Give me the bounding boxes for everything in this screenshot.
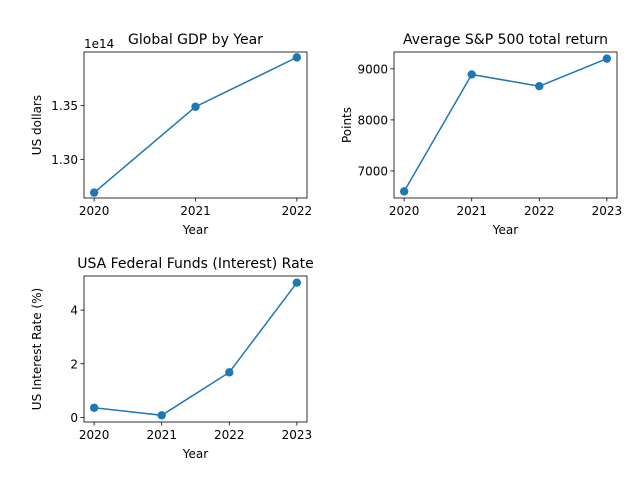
x-axis-label: Year — [492, 223, 518, 237]
y-tick-label: 4 — [70, 304, 78, 318]
x-tick-label: 2020 — [389, 204, 420, 218]
x-tick-label: 2020 — [79, 204, 110, 218]
y-axis-label: US dollars — [30, 95, 44, 155]
data-point — [191, 102, 200, 111]
plot-frame — [393, 51, 618, 199]
y-tick-label: 7000 — [357, 164, 388, 178]
y-axis-label: US Interest Rate (%) — [30, 288, 44, 410]
data-point — [89, 188, 99, 197]
series-line — [93, 56, 298, 194]
y-offset-text: 1e14 — [84, 37, 114, 51]
data-point — [89, 403, 99, 412]
y-axis-label: Points — [340, 107, 354, 143]
plot-frame — [83, 275, 308, 423]
series-line — [403, 57, 608, 192]
chart-panel-1: Global GDP by Year 2020 2021 2022 1.30 1.35 1e… — [30, 32, 312, 237]
y-tick-label: 8000 — [357, 113, 388, 127]
x-tick-label: 2021 — [180, 204, 211, 218]
chart-title: USA Federal Funds (Interest) Rate — [77, 256, 314, 272]
x-tick-label: 2021 — [456, 204, 487, 218]
y-tick-label: 1.35 — [51, 99, 78, 113]
x-tick-label: 2021 — [146, 428, 177, 442]
x-tick-label: 2022 — [524, 204, 555, 218]
data-point — [602, 54, 612, 63]
x-tick-label: 2022 — [282, 204, 313, 218]
chart-panel-2: Average S&P 500 total return 2020 2021 2022… — [340, 32, 622, 237]
y-tick-label: 9000 — [357, 62, 388, 76]
data-point — [225, 368, 234, 377]
y-tick-label: 0 — [70, 411, 78, 425]
data-point — [292, 278, 302, 287]
data-point — [467, 70, 476, 79]
x-tick-label: 2022 — [214, 428, 245, 442]
chart-title: Average S&P 500 total return — [403, 32, 608, 48]
chart-title: Global GDP by Year — [128, 32, 263, 48]
series-line — [94, 282, 298, 417]
data-point — [292, 53, 302, 62]
x-tick-label: 2023 — [282, 428, 313, 442]
data-point — [399, 187, 409, 196]
data-point — [157, 411, 166, 420]
plot-frame — [83, 51, 308, 199]
y-tick-label: 2 — [70, 357, 78, 371]
x-tick-label: 2023 — [592, 204, 623, 218]
data-point — [535, 82, 544, 91]
y-tick-label: 1.30 — [51, 153, 78, 167]
x-axis-label: Year — [182, 223, 208, 237]
x-tick-label: 2020 — [79, 428, 110, 442]
x-axis-label: Year — [182, 447, 208, 461]
